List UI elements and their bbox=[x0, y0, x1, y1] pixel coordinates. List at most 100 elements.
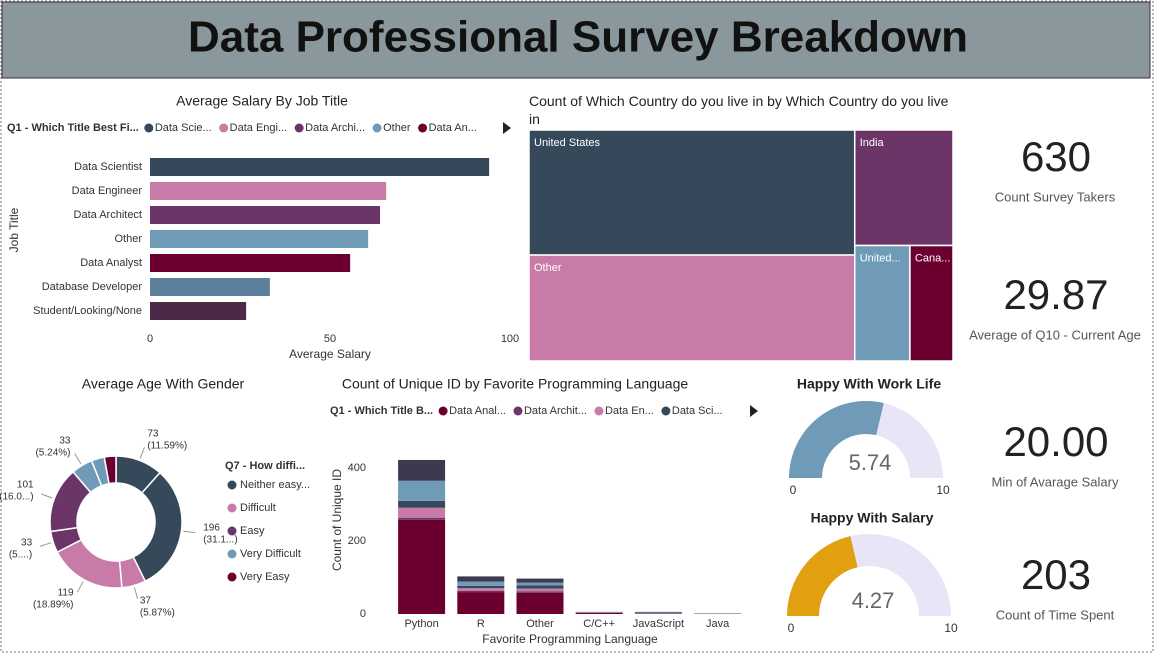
card-value: 203 bbox=[1021, 551, 1091, 598]
page-title: Data Professional Survey Breakdown bbox=[188, 13, 968, 62]
y-tick-label: Other bbox=[114, 233, 142, 245]
bar-segment bbox=[516, 588, 564, 592]
bar-segment bbox=[398, 519, 446, 614]
legend-entry: Data An... bbox=[429, 122, 477, 134]
gauge-max: 10 bbox=[936, 483, 950, 497]
leader-line bbox=[76, 581, 84, 593]
data-label: 73 bbox=[147, 428, 159, 439]
x-tick-label: 100 bbox=[501, 333, 519, 345]
gauge-title: Happy With Salary bbox=[811, 510, 934, 526]
tile-label: Cana... bbox=[915, 252, 950, 264]
chart-title: Count of Unique ID by Favorite Programmi… bbox=[342, 376, 689, 392]
y-axis-label: Job Title bbox=[7, 207, 21, 252]
data-label: 101 bbox=[17, 480, 34, 491]
tile-label: United... bbox=[860, 252, 901, 264]
bar bbox=[150, 302, 247, 320]
data-label: 33 bbox=[59, 435, 71, 446]
legend-swatch bbox=[513, 406, 523, 416]
legend-entry: Data Archi... bbox=[305, 122, 365, 134]
data-label: (5.24%) bbox=[35, 447, 70, 458]
gauge-value-label: 4.27 bbox=[852, 588, 895, 613]
y-tick-label: 400 bbox=[348, 462, 366, 474]
legend-swatch bbox=[372, 123, 382, 133]
leader-line bbox=[40, 493, 53, 499]
bar-segment bbox=[457, 585, 505, 589]
y-tick-label: Data Analyst bbox=[80, 257, 142, 269]
bar-segment bbox=[457, 591, 505, 593]
data-label: (11.59%) bbox=[147, 440, 187, 451]
gauge-title: Happy With Work Life bbox=[797, 376, 942, 392]
bar-segment bbox=[516, 592, 564, 614]
legend-title: Q1 - Which Title Best Fi... bbox=[7, 122, 139, 134]
legend-swatch bbox=[227, 549, 237, 559]
y-tick-label: 0 bbox=[360, 608, 366, 620]
bar-segment bbox=[398, 518, 446, 520]
data-label: 33 bbox=[21, 537, 33, 548]
tile-label: India bbox=[860, 137, 885, 149]
chart-title: Average Salary By Job Title bbox=[176, 93, 348, 109]
data-label: 196 bbox=[203, 522, 220, 533]
data-label: 119 bbox=[58, 588, 74, 599]
legend-swatch bbox=[227, 503, 237, 513]
bar bbox=[150, 254, 351, 272]
treemap-tile bbox=[909, 244, 954, 362]
data-label: (5....) bbox=[9, 549, 32, 560]
donut-slice bbox=[103, 455, 117, 485]
legend-swatch bbox=[594, 406, 604, 416]
tile-label: United States bbox=[534, 137, 601, 149]
treemap-tile bbox=[528, 254, 856, 362]
x-tick-label: R bbox=[477, 618, 485, 630]
x-tick-label: 50 bbox=[324, 333, 336, 345]
bar-segment bbox=[516, 582, 564, 586]
treemap-title: Count of Which Country do you live in by… bbox=[529, 93, 949, 127]
legend-entry: Data Engi... bbox=[230, 122, 287, 134]
y-tick-label: Data Scientist bbox=[74, 161, 142, 173]
y-tick-label: 200 bbox=[348, 535, 366, 547]
x-axis-label: Average Salary bbox=[289, 347, 371, 361]
bar-segment bbox=[457, 581, 505, 586]
x-tick-label: JavaScript bbox=[633, 618, 684, 630]
card-label: Count of Time Spent bbox=[996, 607, 1115, 622]
bar-segment bbox=[457, 588, 505, 592]
bar-segment bbox=[398, 480, 446, 501]
legend-entry: Data En... bbox=[605, 405, 654, 417]
legend-swatch bbox=[227, 526, 237, 536]
treemap-tile bbox=[528, 129, 856, 256]
bar-segment bbox=[575, 612, 623, 614]
bar-segment bbox=[398, 507, 446, 519]
bar bbox=[150, 182, 387, 200]
bar-segment bbox=[634, 611, 682, 613]
x-tick-label: Python bbox=[404, 618, 438, 630]
legend-entry: Easy bbox=[240, 525, 265, 537]
data-label: (31.1...) bbox=[203, 534, 237, 545]
bar-segment bbox=[516, 591, 564, 593]
legend-entry: Other bbox=[383, 122, 411, 134]
y-tick-label: Data Architect bbox=[74, 209, 142, 221]
data-label: (5.87%) bbox=[140, 607, 175, 618]
data-label: 37 bbox=[140, 595, 152, 606]
legend-arrow[interactable] bbox=[503, 122, 511, 134]
legend-title: Q7 - How diffi... bbox=[225, 460, 305, 472]
legend-swatch bbox=[438, 406, 448, 416]
gauge-min: 0 bbox=[790, 483, 797, 497]
legend-arrow[interactable] bbox=[750, 405, 758, 417]
bar-segment bbox=[516, 578, 564, 583]
data-label: (16.0...) bbox=[0, 492, 34, 503]
chart-title: Average Age With Gender bbox=[82, 376, 245, 392]
legend-swatch bbox=[144, 123, 154, 133]
legend-swatch bbox=[294, 123, 304, 133]
bar bbox=[150, 278, 270, 296]
leader-line bbox=[139, 447, 145, 459]
treemap-tile bbox=[853, 244, 911, 362]
x-axis-label: Favorite Programming Language bbox=[482, 632, 658, 646]
legend-entry: Data Archit... bbox=[524, 405, 587, 417]
legend-swatch bbox=[661, 406, 671, 416]
x-tick-label: Other bbox=[526, 618, 554, 630]
leader-line bbox=[39, 542, 52, 547]
bar-segment bbox=[516, 585, 564, 589]
data-label: (18.89%) bbox=[33, 600, 74, 611]
bar-segment bbox=[634, 612, 682, 614]
bar-segment bbox=[457, 592, 505, 614]
bar-segment bbox=[398, 459, 446, 481]
